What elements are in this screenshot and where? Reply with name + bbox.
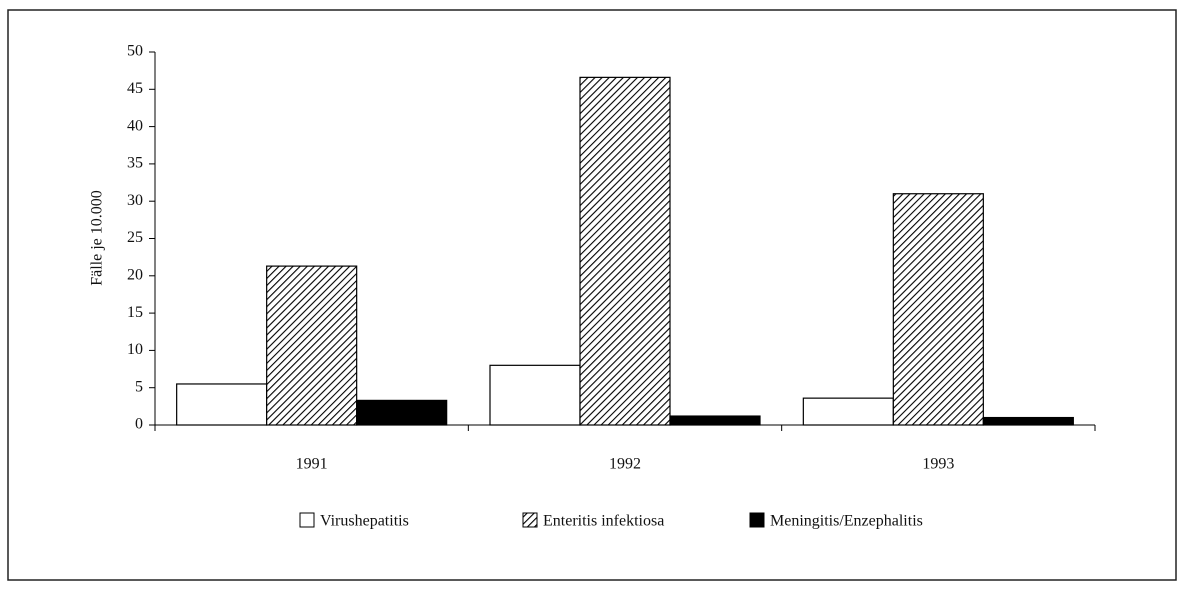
y-tick-label: 30 [127,192,143,209]
y-tick-label: 50 [127,43,143,60]
y-tick-label: 5 [135,378,143,395]
bar [802,397,894,426]
bar [176,383,268,426]
y-tick-label: 15 [127,304,143,321]
bar [489,364,581,426]
x-tick-label: 1993 [922,456,954,473]
bar [669,415,761,426]
y-axis-label: Fälle je 10.000 [89,190,106,286]
bar [266,265,358,426]
y-tick-label: 10 [127,341,143,358]
y-tick-label: 25 [127,229,143,246]
bar [982,416,1074,426]
legend-swatch [522,512,538,528]
legend-label: Enteritis infektiosa [543,513,664,530]
x-tick-label: 1991 [296,456,328,473]
bar [356,399,448,426]
legend-swatch [749,512,765,528]
y-tick-label: 0 [135,416,143,433]
y-tick-label: 35 [127,155,143,172]
legend-swatch [299,512,315,528]
y-tick-label: 40 [127,117,143,134]
bar [892,193,984,426]
legend-label: Virushepatitis [320,513,409,530]
y-tick-label: 20 [127,266,143,283]
bar [579,76,671,426]
x-tick-label: 1992 [609,456,641,473]
frame [7,9,1177,581]
legend-label: Meningitis/Enzephalitis [770,513,923,530]
y-tick-label: 45 [127,80,143,97]
